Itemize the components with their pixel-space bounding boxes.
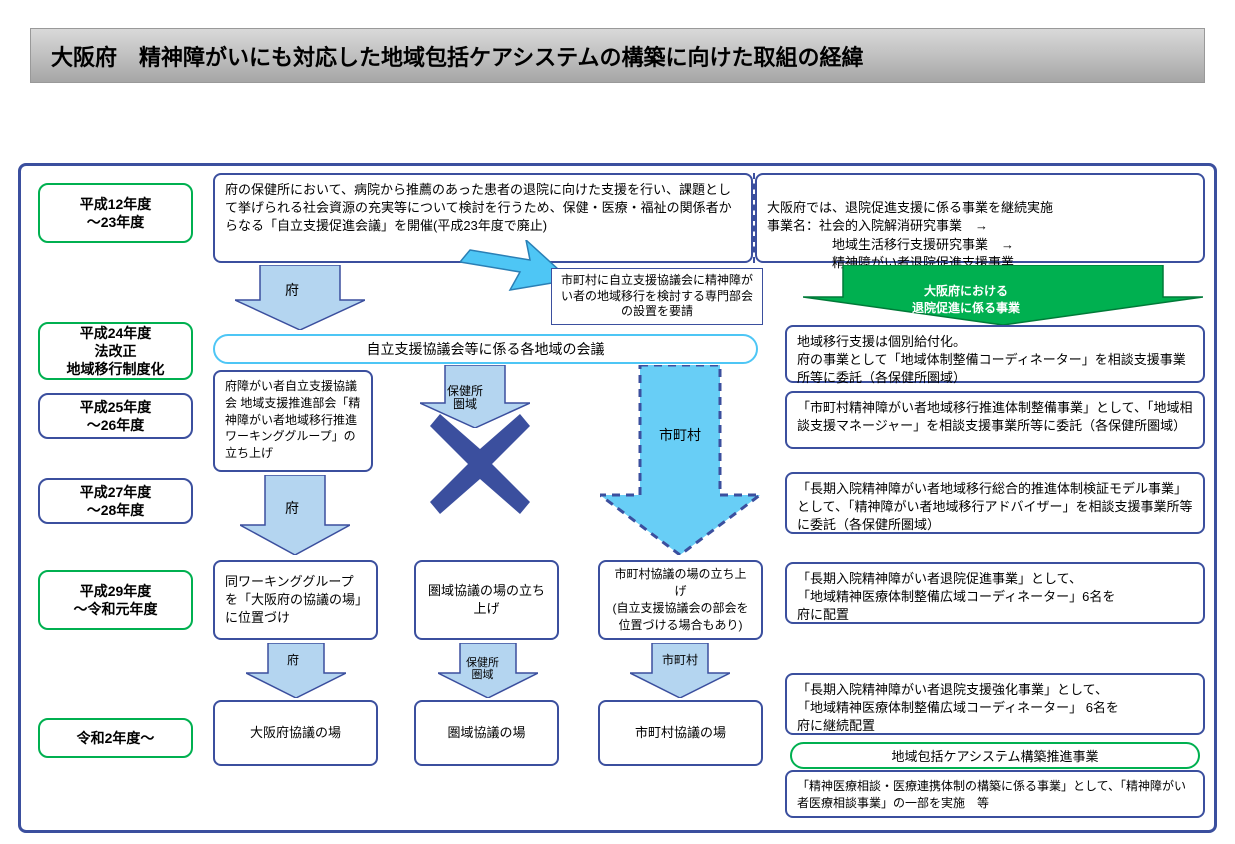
r6-c2: 圏域協議の場 (414, 700, 559, 766)
period-3: 平成25年度 ～26年度 (38, 393, 193, 439)
r5-c3: 市町村協議の場の立ち上げ (自立支援協議会の部会を位置づける場合もあり) (598, 560, 763, 640)
arrow-green-label: 大阪府における 退院促進に係る事業 (912, 268, 1020, 316)
period-6: 令和2年度～ (38, 718, 193, 758)
period-4: 平成27年度 ～28年度 (38, 478, 193, 524)
period-1: 平成12年度 ～23年度 (38, 183, 193, 243)
arrow-fu-1-label: 府 (285, 280, 299, 300)
arrow-fu-1 (235, 265, 365, 330)
period-5: 平成29年度 ～令和元年度 (38, 570, 193, 630)
arrow-shicho-large (600, 365, 760, 555)
r2-left-small: 府障がい者自立支援協議会 地域支援推進部会「精神障がい者地域移行推進ワーキンググ… (213, 370, 373, 472)
r6-c3: 市町村協議の場 (598, 700, 763, 766)
arrow-shicho-2-label: 市町村 (662, 651, 698, 668)
page-title: 大阪府 精神障がいにも対応した地域包括ケアシステムの構築に向けた取組の経緯 (30, 28, 1205, 83)
r5-right: 「長期入院精神障がい者退院促進事業」として、 「地域精神医療体制整備広域コーディ… (785, 562, 1205, 624)
arrow-hoken-2-label: 保健所 圏域 (466, 645, 499, 681)
arrow-fu-2-label: 府 (285, 498, 299, 518)
arrow-fu-3-label: 府 (287, 651, 299, 668)
small-request-box: 市町村に自立支援協議会に精神障がい者の地域移行を検討する専門部会の設置を要請 (551, 268, 763, 325)
title-text: 大阪府 精神障がいにも対応した地域包括ケアシステムの構築に向けた取組の経緯 (51, 40, 863, 72)
r6-pill: 地域包括ケアシステム構築推進事業 (790, 742, 1200, 769)
big-x-icon (430, 414, 530, 517)
period-2: 平成24年度 法改正 地域移行制度化 (38, 322, 193, 380)
r3-right: 「市町村精神障がい者地域移行推進体制整備事業」として、「地域相談支援マネージャー… (785, 391, 1205, 449)
r6-right2: 「精神医療相談・医療連携体制の構築に係る事業」として、「精神障がい者医療相談事業… (785, 770, 1205, 818)
r4-right: 「長期入院精神障がい者地域移行総合的推進体制検証モデル事業」として、「精神障がい… (785, 472, 1205, 534)
arrow-hoken-1-label: 保健所 圏域 (447, 372, 483, 412)
r2-right: 地域移行支援は個別給付化。 府の事業として「地域体制整備コーディネーター」を相談… (785, 325, 1205, 383)
r6-right1: 「長期入院精神障がい者退院支援強化事業」として、 「地域精神医療体制整備広域コー… (785, 673, 1205, 735)
r6-c1: 大阪府協議の場 (213, 700, 378, 766)
arrow-shicho-large-label: 市町村 (659, 425, 701, 445)
oval-council: 自立支援協議会等に係る各地域の会議 (213, 334, 758, 364)
r1-right-box: 大阪府では、退院促進支援に係る事業を継続実施 事業名：社会的入院解消研究事業 →… (755, 173, 1205, 263)
r5-c2: 圏域協議の場の立ち上げ (414, 560, 559, 640)
r5-c1: 同ワーキンググループを「大阪府の協議の場」に位置づけ (213, 560, 378, 640)
